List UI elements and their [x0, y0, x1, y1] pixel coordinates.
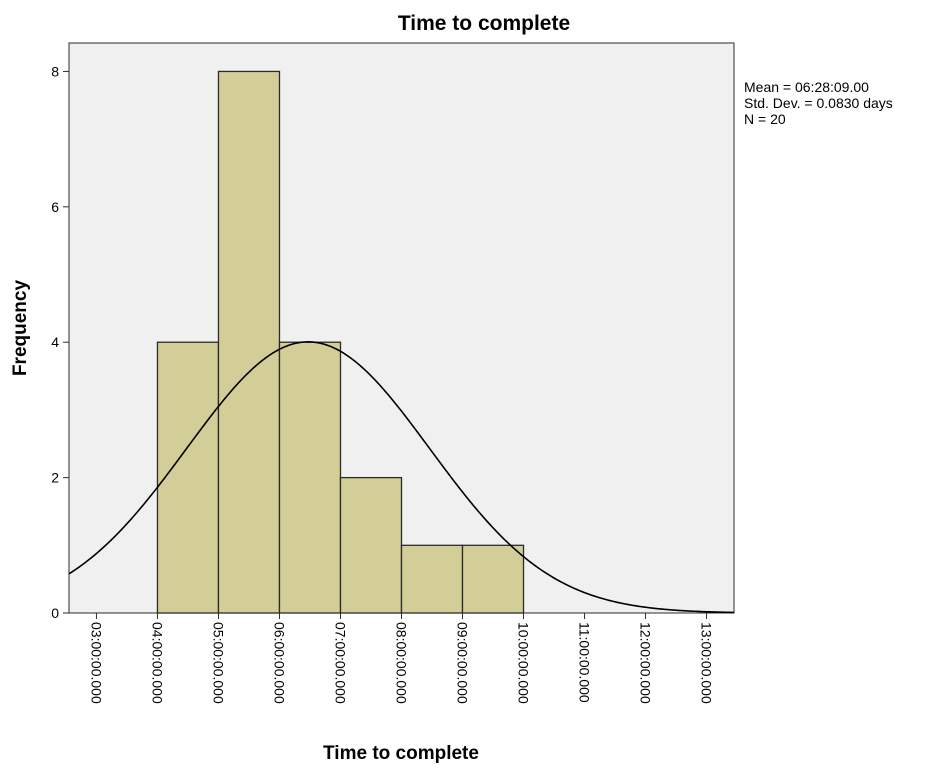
x-tick-label: 07:00:00.000 [332, 622, 348, 704]
x-tick-label: 13:00:00.000 [699, 622, 715, 704]
x-tick-label: 12:00:00.000 [638, 622, 654, 704]
stat-n: N = 20 [744, 111, 786, 127]
normal-curve [68, 341, 735, 614]
x-tick-label: 10:00:00.000 [516, 622, 532, 704]
x-tick-label: 08:00:00.000 [394, 622, 410, 704]
bars-group [156, 70, 525, 614]
y-tick-label: 4 [51, 334, 59, 350]
x-tick-label: 03:00:00.000 [88, 622, 104, 704]
histogram-bar [400, 544, 464, 614]
y-tick-label: 8 [51, 63, 59, 79]
y-axis-title: Frequency [10, 280, 31, 377]
x-axis: 03:00:00.000 04:00:00.000 05:00:00.000 06:0… [88, 613, 715, 704]
x-tick-label: 05:00:00.000 [210, 622, 226, 704]
histogram-bar [339, 476, 403, 614]
y-tick-label: 2 [51, 470, 59, 486]
histogram-bar [217, 70, 281, 614]
x-axis-title: Time to complete [323, 743, 479, 764]
y-tick-label: 6 [51, 199, 59, 215]
histogram-bar [156, 341, 220, 614]
y-tick-label: 0 [51, 605, 59, 621]
stat-std-dev: Std. Dev. = 0.0830 days [744, 95, 893, 111]
x-tick-label: 04:00:00.000 [149, 622, 165, 704]
y-axis: 0 2 4 6 8 [51, 63, 69, 621]
stat-mean: Mean = 06:28:09.00 [744, 79, 869, 95]
x-tick-label: 09:00:00.000 [455, 622, 471, 704]
x-tick-label: 11:00:00.000 [577, 622, 593, 703]
chart-title: Time to complete [398, 12, 570, 35]
x-tick-label: 06:00:00.000 [271, 622, 287, 704]
stats-legend: Mean = 06:28:09.00 Std. Dev. = 0.0830 da… [744, 79, 893, 127]
histogram-bar [278, 341, 342, 614]
histogram-bar [461, 544, 525, 614]
